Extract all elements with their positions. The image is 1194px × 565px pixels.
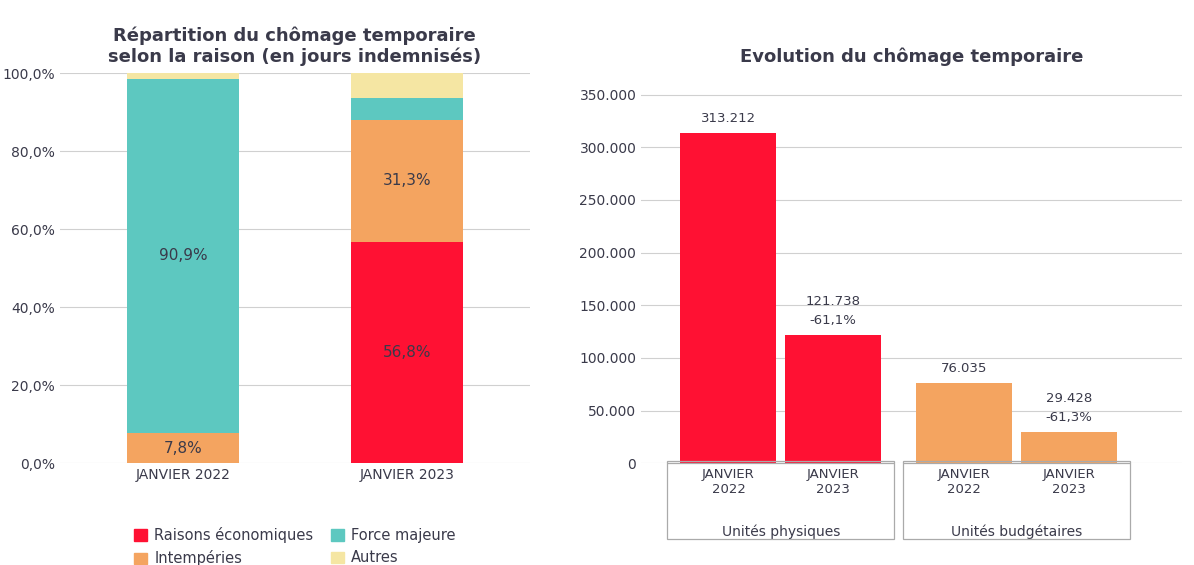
Text: 313.212: 313.212 (701, 112, 756, 125)
Bar (351, 120, 463, 242)
Bar (1021, 432, 1116, 463)
Legend: Raisons économiques, Intempéries, Force majeure, Autres: Raisons économiques, Intempéries, Force … (128, 521, 462, 565)
Title: Evolution du chômage temporaire: Evolution du chômage temporaire (740, 48, 1083, 66)
Bar (127, 79, 239, 433)
Text: 29.428: 29.428 (1046, 392, 1091, 405)
Bar (786, 335, 881, 463)
Text: Unités budgétaires: Unités budgétaires (950, 524, 1082, 539)
Bar (916, 383, 1013, 463)
Text: Unités physiques: Unités physiques (721, 524, 841, 539)
Bar (681, 133, 776, 463)
Text: 90,9%: 90,9% (159, 248, 208, 263)
Bar (127, 433, 239, 463)
Text: -61,3%: -61,3% (1045, 411, 1093, 424)
Bar (351, 98, 463, 120)
Title: Répartition du chômage temporaire
selon la raison (en jours indemnisés): Répartition du chômage temporaire selon … (109, 27, 481, 66)
Text: 31,3%: 31,3% (382, 173, 431, 188)
Text: 56,8%: 56,8% (382, 345, 431, 360)
Text: -61,1%: -61,1% (810, 314, 856, 327)
Text: 76.035: 76.035 (941, 362, 987, 375)
Bar (127, 73, 239, 79)
Bar (667, 462, 894, 540)
Bar (351, 73, 463, 98)
Text: 7,8%: 7,8% (164, 441, 202, 455)
Text: 121.738: 121.738 (806, 294, 861, 307)
Bar (903, 462, 1130, 540)
Bar (351, 242, 463, 463)
